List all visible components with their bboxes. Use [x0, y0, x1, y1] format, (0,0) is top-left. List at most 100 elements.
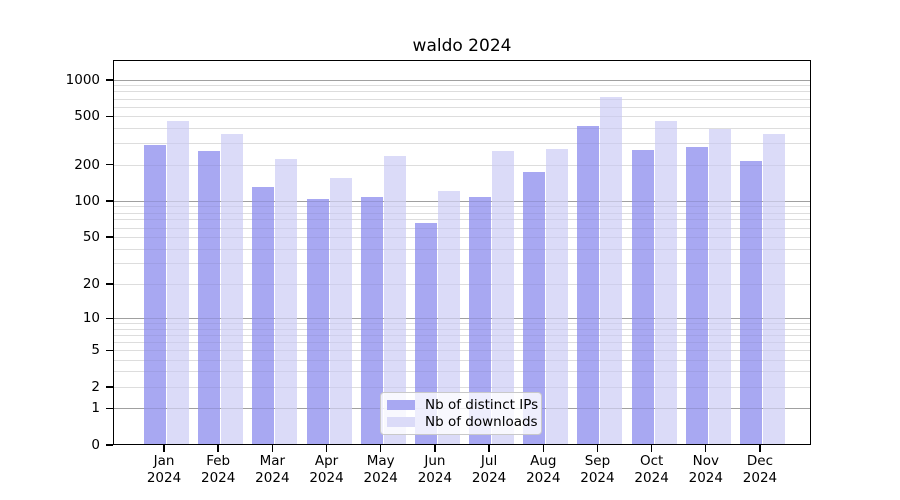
- minor-gridline-overlay: [113, 359, 811, 361]
- y-axis-tick: [106, 349, 113, 351]
- x-axis-year-label: 2024: [146, 470, 182, 486]
- y-axis-tick: [106, 386, 113, 388]
- minor-gridline: [113, 350, 811, 352]
- y-axis-tick: [106, 317, 113, 319]
- y-axis-tick-label: 50: [82, 228, 100, 245]
- minor-gridline: [113, 371, 811, 373]
- minor-gridline-overlay: [113, 248, 811, 250]
- y-axis-tick-label: 10: [82, 310, 100, 326]
- x-axis-year-label: 2024: [200, 470, 236, 486]
- y-axis-tick-label: 200: [74, 156, 100, 173]
- minor-gridline-overlay: [113, 85, 811, 87]
- x-axis-month-label: Oct: [639, 453, 664, 469]
- x-axis-year-label: 2024: [417, 470, 453, 486]
- x-axis-year-label: 2024: [255, 470, 290, 486]
- minor-gridline: [113, 91, 811, 93]
- minor-gridline-overlay: [113, 106, 811, 108]
- x-axis-tick: [325, 445, 328, 452]
- x-axis-tick: [271, 445, 274, 452]
- x-axis-tick: [759, 445, 761, 452]
- minor-gridline-overlay: [113, 219, 811, 221]
- x-axis-month-label: Jan: [153, 453, 175, 469]
- x-axis-tick: [380, 445, 382, 452]
- minor-gridline: [113, 106, 811, 108]
- x-axis-tick: [434, 445, 436, 452]
- y-axis-tick: [106, 407, 113, 409]
- x-axis-year-label: 2024: [363, 470, 398, 486]
- y-axis-tick-label: 0: [91, 436, 100, 453]
- x-axis-year-label: 2024: [471, 470, 507, 486]
- bar-distinct-ips-oct: [631, 150, 654, 445]
- major-gridline: [113, 200, 811, 202]
- minor-gridline-overlay: [113, 371, 811, 373]
- x-axis-tick: [705, 445, 707, 452]
- bar-distinct-ips-jan: [144, 144, 166, 445]
- minor-gridline-overlay: [113, 116, 811, 118]
- bar-distinct-ips-may: [360, 196, 383, 445]
- minor-gridline-overlay: [113, 128, 811, 130]
- minor-gridline: [113, 334, 811, 336]
- minor-gridline-overlay: [113, 334, 811, 336]
- bar-distinct-ips-apr: [306, 198, 329, 445]
- minor-gridline-overlay: [113, 227, 811, 229]
- x-axis-month-label: Dec: [746, 453, 774, 469]
- x-axis-year-label: 2024: [309, 470, 344, 486]
- legend-swatch-downloads-icon: [387, 417, 415, 428]
- x-axis-month-label: Jun: [424, 453, 446, 469]
- minor-gridline: [113, 341, 811, 343]
- x-axis-year-label: 2024: [634, 470, 669, 486]
- minor-gridline: [113, 236, 811, 238]
- x-axis-month-label: Nov: [692, 453, 719, 469]
- minor-gridline: [113, 248, 811, 250]
- major-gridline: [113, 79, 811, 81]
- minor-gridline: [113, 164, 811, 166]
- y-axis-tick: [106, 444, 113, 446]
- bar-downloads-mar: [275, 159, 298, 445]
- legend: Nb of distinct IPs Nb of downloads: [380, 392, 542, 435]
- bar-distinct-ips-aug: [523, 172, 546, 445]
- bar-distinct-ips-dec: [739, 160, 762, 445]
- minor-gridline: [113, 98, 811, 100]
- bar-downloads-jul: [492, 150, 515, 445]
- bar-distinct-ips-mar: [252, 186, 275, 445]
- major-gridline-overlay: [113, 318, 811, 319]
- bar-distinct-ips-nov: [685, 147, 708, 445]
- minor-gridline: [113, 386, 811, 388]
- bar-downloads-sep: [600, 97, 623, 445]
- x-axis-month-label: Jul: [480, 453, 498, 469]
- minor-gridline-overlay: [113, 283, 811, 285]
- minor-gridline: [113, 128, 811, 130]
- x-axis-tick: [596, 445, 599, 452]
- minor-gridline: [113, 212, 811, 214]
- bar-distinct-ips-sep: [577, 125, 600, 445]
- bar-downloads-dec: [762, 134, 785, 445]
- x-axis-month-label: Apr: [314, 453, 339, 469]
- bar-downloads-feb: [221, 134, 244, 445]
- minor-gridline: [113, 359, 811, 361]
- minor-gridline: [113, 206, 811, 208]
- legend-label-downloads: Nb of downloads: [425, 414, 538, 431]
- bar-distinct-ips-jul: [469, 196, 492, 445]
- minor-gridline-overlay: [113, 143, 811, 145]
- legend-swatch-distinct-ips-icon: [387, 399, 415, 410]
- x-axis-month-label: Aug: [530, 453, 557, 469]
- x-axis-tick: [217, 445, 219, 452]
- x-axis-year-label: 2024: [742, 470, 778, 486]
- y-axis-tick-label: 1: [91, 400, 100, 417]
- minor-gridline-overlay: [113, 386, 811, 388]
- minor-gridline-overlay: [113, 263, 811, 265]
- y-axis-tick-label: 1000: [65, 71, 100, 88]
- minor-gridline-overlay: [113, 98, 811, 100]
- bar-downloads-nov: [708, 128, 731, 445]
- minor-gridline: [113, 328, 811, 330]
- minor-gridline: [113, 323, 811, 325]
- minor-gridline: [113, 227, 811, 229]
- x-axis-month-label: Sep: [584, 453, 611, 469]
- minor-gridline: [113, 283, 811, 285]
- x-axis-tick: [488, 445, 490, 452]
- minor-gridline-overlay: [113, 206, 811, 208]
- minor-gridline-overlay: [113, 350, 811, 352]
- minor-gridline-overlay: [113, 341, 811, 343]
- y-axis-tick: [106, 164, 113, 166]
